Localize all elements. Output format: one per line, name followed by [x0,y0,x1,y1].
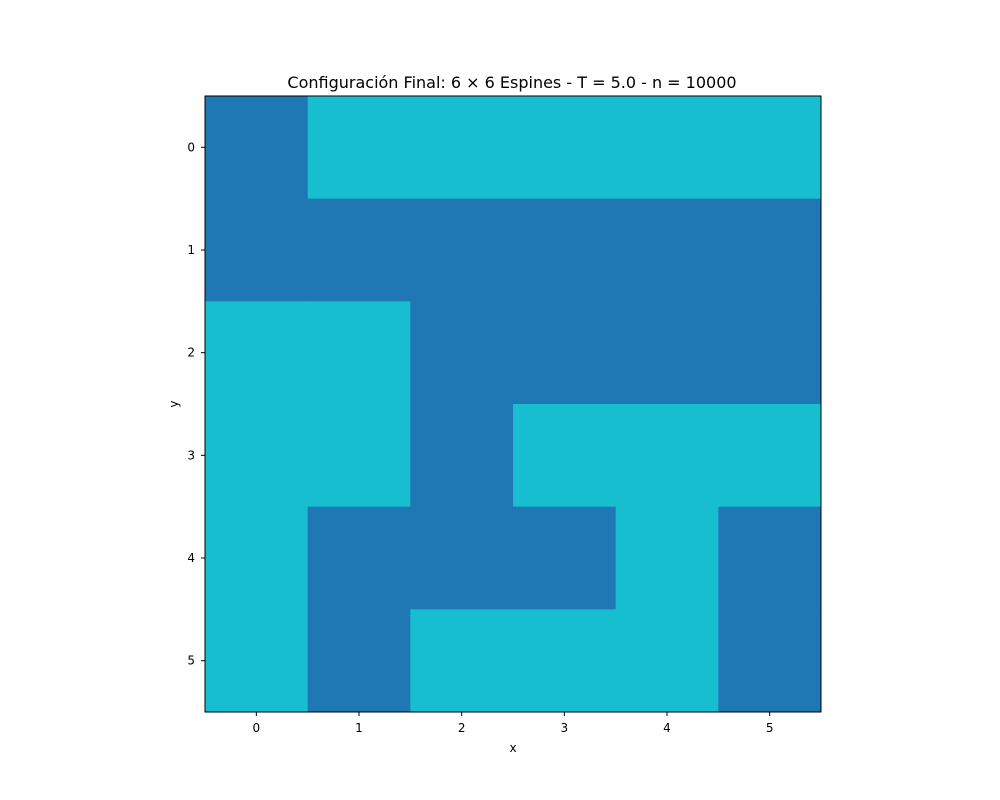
y-tick-label: 2 [187,346,195,360]
heatmap-cell [307,96,411,200]
heatmap-cell [718,301,822,405]
heatmap-cell [615,198,719,302]
heatmap-cell [718,404,822,508]
heatmap-cell [615,609,719,713]
heatmap-cell [410,198,514,302]
heatmap-cell [615,301,719,405]
heatmap-cell [410,301,514,405]
heatmap-cell [410,506,514,610]
y-tick-label: 3 [187,448,195,462]
heatmap-cell [410,96,514,200]
heatmap-cell [205,198,309,302]
heatmap-cell [615,404,719,508]
heatmap-cell [410,609,514,713]
x-tick-label: 5 [766,721,774,735]
heatmap-cell [307,301,411,405]
x-tick-label: 1 [355,721,363,735]
heatmap-cell [513,404,617,508]
x-tick-label: 4 [663,721,671,735]
heatmap-cell [205,609,309,713]
y-tick-label: 4 [187,551,195,565]
heatmap-cell [718,198,822,302]
y-tick-label: 1 [187,243,195,257]
heatmap-cell [307,404,411,508]
x-tick-label: 0 [253,721,261,735]
cell-grid [205,96,822,713]
heatmap-cell [205,301,309,405]
heatmap-cell [718,609,822,713]
heatmap-cell [615,506,719,610]
y-tick-label: 0 [187,140,195,154]
heatmap-cell [205,96,309,200]
y-axis: 0 1 2 3 4 5 [187,140,205,668]
heatmap-cell [718,96,822,200]
heatmap-cell [513,96,617,200]
heatmap-cell [615,96,719,200]
heatmap-cell [513,609,617,713]
heatmap-cell [718,506,822,610]
heatmap-cell [513,301,617,405]
heatmap-cell [307,506,411,610]
heatmap-cell [513,506,617,610]
x-tick-label: 2 [458,721,466,735]
heatmap-cell [410,404,514,508]
heatmap-cell [205,404,309,508]
heatmap-cell [307,609,411,713]
plot-frame [204,95,822,713]
heatmap-cell [307,198,411,302]
x-tick-label: 3 [561,721,569,735]
heatmap-cell [513,198,617,302]
x-axis-label: x [509,741,516,755]
heatmap-cell [205,506,309,610]
y-axis-label: y [167,400,181,407]
x-axis: 0 1 2 3 4 5 [253,712,774,735]
chart-title: Configuración Final: 6 × 6 Espines - T =… [287,73,736,92]
y-tick-label: 5 [187,654,195,668]
